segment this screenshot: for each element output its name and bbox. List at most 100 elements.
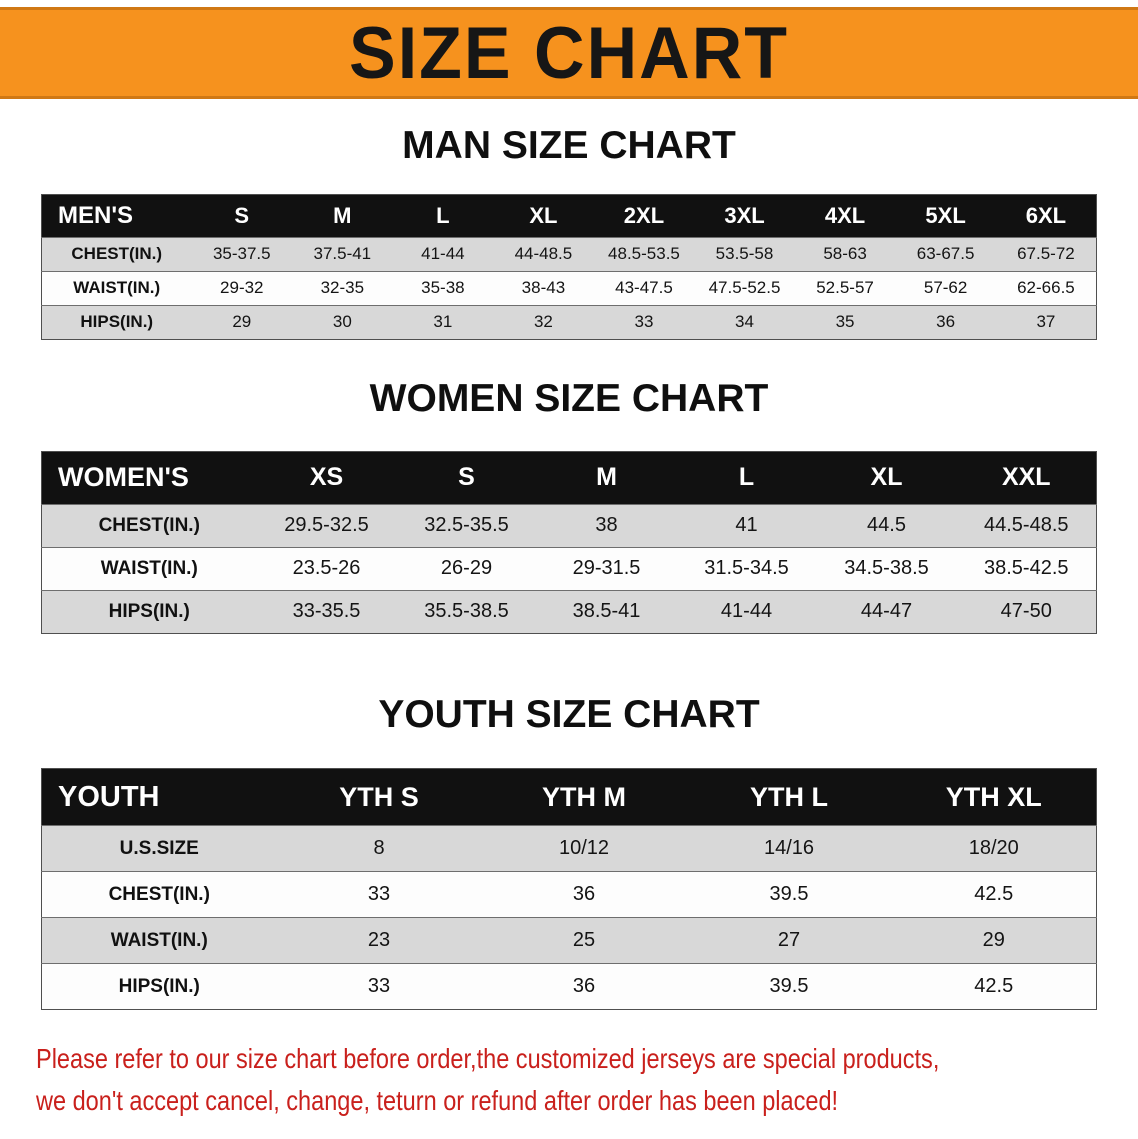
- table-cell: 42.5: [974, 975, 1014, 998]
- disclaimer-line-2: we don't accept cancel, change, teturn o…: [36, 1085, 839, 1117]
- table-cell: 47.5-52.5: [708, 278, 781, 298]
- table-cell: 41: [735, 514, 758, 537]
- row-label: CHEST(IN.): [71, 244, 163, 264]
- table-cell: 42.5: [974, 883, 1014, 906]
- table-row: CHEST(IN.) 35-37.5 37.5-41 41-44 44-48.5…: [41, 237, 1097, 272]
- youth-section: YOUTH SIZE CHART YOUTH YTH S YTH M YTH L…: [0, 692, 1138, 1011]
- table-row: WAIST(IN.) 23.5-26 26-29 29-31.5 31.5-34…: [41, 547, 1097, 591]
- table-cell: 38: [595, 514, 618, 537]
- table-cell: 36: [936, 312, 956, 332]
- table-row: U.S.SIZE 8 10/12 14/16 18/20: [41, 825, 1097, 872]
- table-cell: 35-37.5: [212, 244, 271, 264]
- women-header-row: WOMEN'S XS S M L XL XXL: [41, 451, 1097, 505]
- table-cell: 41-44: [720, 600, 773, 623]
- table-cell: 26-29: [440, 557, 493, 580]
- women-section: WOMEN SIZE CHART WOMEN'S XS S M L XL XXL…: [0, 376, 1138, 634]
- table-cell: 31.5-34.5: [704, 557, 789, 580]
- row-label: CHEST(IN.): [98, 514, 200, 536]
- table-cell: 39.5: [769, 883, 809, 906]
- table-cell: 36: [572, 975, 596, 998]
- table-cell: 41-44: [421, 244, 465, 264]
- table-cell: 58-63: [823, 244, 867, 264]
- table-cell: 34: [735, 312, 754, 332]
- table-cell: 44-47: [860, 600, 913, 623]
- table-row: HIPS(IN.) 33-35.5 35.5-38.5 38.5-41 41-4…: [41, 590, 1097, 634]
- table-row: CHEST(IN.) 29.5-32.5 32.5-35.5 38 41 44.…: [41, 504, 1097, 548]
- row-label: CHEST(IN.): [108, 883, 210, 905]
- men-section-heading: MAN SIZE CHART: [402, 124, 736, 167]
- table-cell: 38.5-41: [572, 600, 641, 623]
- table-cell: 37.5-41: [313, 244, 372, 264]
- youth-section-heading: YOUTH SIZE CHART: [378, 692, 760, 736]
- women-section-heading: WOMEN SIZE CHART: [369, 376, 769, 420]
- column-header: M: [536, 451, 677, 505]
- column-header: YTH M: [481, 768, 687, 826]
- table-cell: 48.5-53.5: [608, 244, 680, 264]
- men-section: MAN SIZE CHART MEN'S S M L XL 2XL 3XL 4X…: [0, 123, 1138, 340]
- table-cell: 63-67.5: [916, 244, 975, 264]
- column-header: YTH XL: [891, 768, 1097, 826]
- table-row: HIPS(IN.) 29 30 31 32 33 34 35 36 37: [41, 305, 1097, 340]
- table-cell: 18/20: [968, 837, 1019, 860]
- column-header: 4XL: [794, 194, 896, 238]
- table-cell: 29-32: [220, 278, 264, 298]
- table-cell: 29: [232, 312, 252, 332]
- men-corner-label: MEN'S: [41, 194, 192, 238]
- page-title: SIZE CHART: [349, 12, 789, 94]
- table-cell: 34.5-38.5: [844, 557, 929, 580]
- table-cell: 44.5: [867, 514, 906, 537]
- row-label: U.S.SIZE: [119, 837, 199, 859]
- table-cell: 36: [572, 883, 596, 906]
- column-header: L: [392, 194, 494, 238]
- table-cell: 29-31.5: [572, 557, 641, 580]
- table-cell: 33: [367, 883, 391, 906]
- men-header-row: MEN'S S M L XL 2XL 3XL 4XL 5XL 6XL: [41, 194, 1097, 238]
- column-header: 6XL: [995, 194, 1097, 238]
- table-cell: 35-38: [421, 278, 465, 298]
- table-cell: 39.5: [769, 975, 809, 998]
- row-label: HIPS(IN.): [80, 312, 154, 332]
- table-cell: 31: [433, 312, 453, 332]
- column-header: YTH S: [276, 768, 482, 826]
- youth-size-table: YOUTH YTH S YTH M YTH L YTH XL U.S.SIZE …: [41, 768, 1097, 1011]
- table-cell: 35: [835, 312, 855, 332]
- youth-corner-label: YOUTH: [41, 768, 277, 826]
- column-header: YTH L: [686, 768, 892, 826]
- table-cell: 38-43: [521, 278, 566, 298]
- column-header: XS: [256, 451, 397, 505]
- column-header: S: [396, 451, 537, 505]
- table-cell: 27: [777, 929, 801, 952]
- table-cell: 53.5-58: [715, 244, 774, 264]
- table-cell: 38.5-42.5: [983, 557, 1069, 580]
- table-cell: 23: [367, 929, 391, 952]
- disclaimer-line-1: Please refer to our size chart before or…: [36, 1043, 940, 1075]
- column-header: S: [191, 194, 293, 238]
- table-cell: 32: [533, 312, 553, 332]
- table-cell: 43-47.5: [615, 278, 673, 298]
- table-cell: 8: [373, 837, 385, 860]
- table-cell: 32-35: [320, 278, 365, 298]
- table-cell: 57-62: [923, 278, 968, 298]
- youth-header-row: YOUTH YTH S YTH M YTH L YTH XL: [41, 768, 1097, 826]
- table-cell: 32.5-35.5: [424, 514, 509, 537]
- table-cell: 33: [634, 312, 654, 332]
- table-row: WAIST(IN.) 23 25 27 29: [41, 917, 1097, 964]
- row-label: WAIST(IN.): [110, 929, 208, 951]
- column-header: M: [292, 194, 393, 238]
- table-cell: 25: [572, 929, 596, 952]
- table-row: WAIST(IN.) 29-32 32-35 35-38 38-43 43-47…: [41, 271, 1097, 306]
- column-header: XL: [816, 451, 957, 505]
- women-size-table: WOMEN'S XS S M L XL XXL CHEST(IN.) 29.5-…: [41, 450, 1097, 634]
- size-chart-page: SIZE CHART MAN SIZE CHART MEN'S S M L XL…: [0, 7, 1138, 1122]
- column-header: 5XL: [895, 194, 996, 238]
- table-cell: 44.5-48.5: [983, 514, 1069, 537]
- table-cell: 62-66.5: [1017, 278, 1075, 298]
- disclaimer: Please refer to our size chart before or…: [36, 1038, 1138, 1122]
- table-cell: 67.5-72: [1017, 244, 1075, 264]
- table-cell: 37: [1036, 312, 1056, 332]
- table-cell: 35.5-38.5: [424, 600, 509, 623]
- table-cell: 23.5-26: [292, 557, 361, 580]
- column-header: 3XL: [694, 194, 795, 238]
- table-cell: 44-48.5: [514, 244, 573, 264]
- table-cell: 33: [367, 975, 391, 998]
